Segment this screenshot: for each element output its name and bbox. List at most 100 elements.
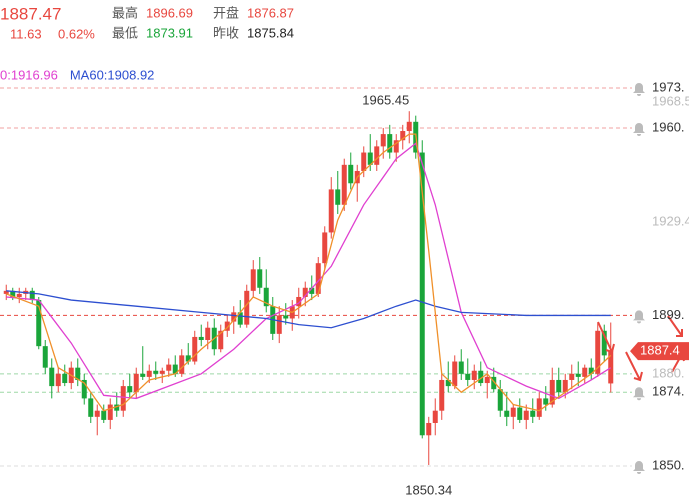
candle-body — [419, 152, 425, 436]
candle-body — [309, 287, 315, 294]
candle-body — [218, 330, 224, 350]
candle-body — [114, 404, 120, 411]
stat-value: 1873.91 — [146, 25, 193, 40]
candle-body — [367, 152, 373, 165]
candle-body — [504, 410, 510, 417]
candle-body — [426, 422, 432, 436]
price-badge-label: 1887.4 — [640, 343, 680, 358]
candle-body — [562, 379, 568, 393]
candle-body — [276, 315, 282, 334]
price-label: 1850. — [652, 457, 685, 472]
candle-body — [328, 189, 334, 233]
candle-body — [10, 290, 16, 297]
candle-body — [75, 367, 81, 380]
candle-body — [341, 164, 347, 205]
candle-body — [244, 290, 250, 325]
candle-body — [452, 361, 458, 387]
bell-icon — [633, 387, 645, 401]
candle-body — [146, 370, 152, 377]
candle-body — [185, 355, 191, 362]
candle-body — [543, 398, 549, 405]
candle-body — [101, 410, 107, 420]
candle-body — [257, 269, 263, 288]
legend-entry: MA60:1908.92 — [70, 67, 155, 82]
candle-body — [523, 410, 529, 420]
candle-body — [224, 321, 230, 331]
price-badge — [630, 342, 689, 361]
arrow — [667, 315, 683, 337]
bell-icon — [633, 461, 645, 475]
candle-body — [315, 263, 321, 294]
candle-body — [510, 407, 516, 417]
arrow — [597, 321, 615, 354]
candle-body — [439, 379, 445, 411]
ma-line — [6, 142, 612, 400]
stat-value: 1896.69 — [146, 5, 193, 20]
last-price: 1887.47 — [0, 4, 61, 23]
candle-body — [348, 164, 354, 184]
stat-label: 最低 — [112, 25, 138, 40]
candle-body — [133, 373, 139, 393]
candle-body — [335, 189, 341, 205]
candle-body — [302, 287, 308, 297]
stat-label: 昨收 — [213, 25, 239, 40]
price-label: 1929.4 — [652, 213, 689, 228]
candle-body — [601, 330, 607, 356]
candle-body — [88, 398, 94, 417]
change: 11.63 — [10, 26, 42, 41]
candle-body — [445, 379, 451, 387]
candle-body — [49, 367, 55, 387]
price-label: 1973. — [652, 79, 685, 94]
bell-icon — [633, 310, 645, 324]
price-label: 1899. — [652, 307, 685, 322]
candle-body — [29, 290, 35, 301]
candle-body — [36, 300, 42, 347]
candle-body — [16, 293, 22, 297]
candle-body — [159, 370, 165, 374]
candle-body — [3, 290, 9, 294]
bell-icon — [633, 82, 645, 96]
candle-body — [491, 376, 497, 390]
candle-body — [484, 376, 490, 384]
candle-body — [237, 312, 243, 325]
candle-body — [517, 407, 523, 420]
legend-entry: 0:1916.96 — [0, 67, 58, 82]
candle-body — [361, 152, 367, 171]
candle-body — [120, 386, 126, 411]
candle-body — [55, 373, 61, 387]
candle-body — [588, 367, 594, 374]
candle-body — [205, 327, 211, 341]
candle-body — [296, 296, 302, 307]
candle-body — [465, 373, 471, 380]
candle-body — [374, 146, 380, 165]
candle-body — [595, 330, 601, 374]
change-pct: 0.62% — [58, 26, 95, 41]
candle-body — [322, 232, 328, 264]
bell-icon — [633, 122, 645, 136]
price-label: 1880. — [652, 365, 685, 380]
candle-body — [198, 336, 204, 341]
candle-body — [575, 373, 581, 377]
stat-value: 1875.84 — [247, 25, 294, 40]
candle-body — [94, 410, 100, 417]
stat-label: 最高 — [112, 5, 138, 20]
arrow — [625, 351, 643, 382]
candle-body — [400, 131, 406, 141]
candle-body — [107, 404, 113, 420]
price-label: 1874. — [652, 384, 685, 399]
candle-body — [250, 269, 256, 291]
candle-body — [179, 355, 185, 374]
stat-label: 开盘 — [213, 5, 239, 20]
stat-value: 1876.87 — [247, 5, 294, 20]
candle-body — [530, 410, 536, 417]
candle-body — [283, 315, 289, 319]
price-label: 1960. — [652, 119, 685, 134]
candle-body — [556, 379, 562, 393]
candle-body — [140, 373, 146, 377]
ma-line — [6, 290, 611, 329]
candle-body — [81, 379, 87, 399]
candle-body — [380, 134, 386, 147]
high-label: 1965.45 — [362, 93, 409, 108]
